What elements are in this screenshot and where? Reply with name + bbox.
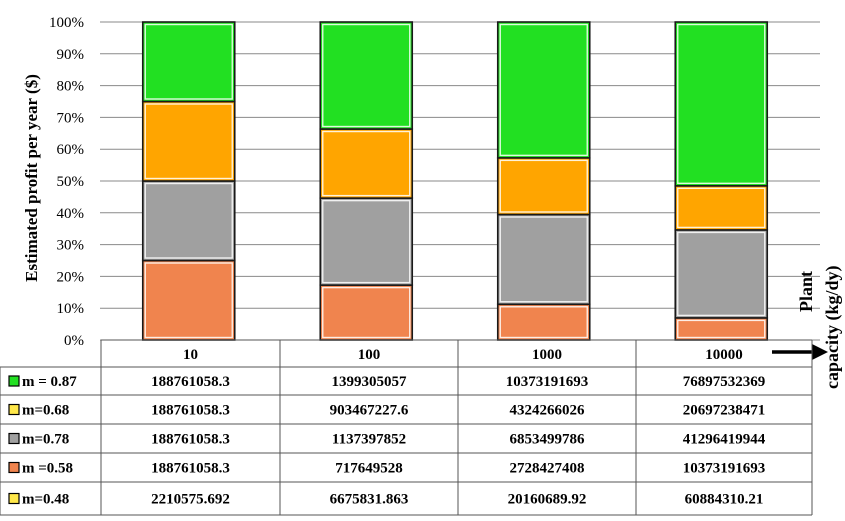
bar-segment (496, 21, 591, 159)
bar-segment-highlight (322, 23, 411, 128)
table-row-label: m=0.68 (22, 403, 69, 419)
bar-segment (319, 21, 414, 130)
table-cell: 903467227.6 (330, 403, 409, 419)
x-axis-label-line: capacity (kg/dy) (822, 265, 843, 389)
bar-segment (496, 213, 591, 306)
bars (141, 21, 769, 341)
y-tick-label: 20% (57, 269, 85, 285)
table-row-label: m = 0.87 (22, 374, 77, 390)
bar-segment (674, 317, 769, 341)
bar-segment-highlight (677, 319, 766, 339)
bar-segment-highlight (677, 187, 766, 229)
table-cell: 10373191693 (683, 461, 766, 477)
bar-segment (319, 197, 414, 286)
legend-key (8, 375, 20, 387)
bar-segment-highlight (322, 199, 411, 284)
y-axis-ticks: 0% 10% 20% 30% 40% 50% 60% 70% 80% 90% 100% (49, 15, 84, 349)
legend-key (8, 461, 20, 474)
legend-key (8, 403, 20, 416)
table-cell: 1137397852 (332, 432, 406, 448)
bar-segment-highlight (499, 23, 588, 157)
bar-segment-highlight (144, 182, 233, 259)
y-tick-label: 50% (57, 174, 85, 190)
table-header-cell: 10000 (705, 347, 743, 363)
table-cell: 1399305057 (332, 374, 408, 390)
legend-key (8, 432, 20, 445)
bar-segment (674, 185, 769, 231)
table-cell: 60884310.21 (685, 492, 764, 508)
bar-segment-highlight (677, 231, 766, 317)
bar-segment (319, 128, 414, 199)
table-header-cell: 100 (358, 347, 381, 363)
table-cell: 188761058.3 (151, 461, 230, 477)
x-axis-label: Plant capacity (kg/dy) (796, 265, 843, 389)
table-cell: 6853499786 (510, 432, 586, 448)
y-tick-label: 0% (64, 333, 84, 349)
bar-segment (141, 259, 236, 341)
bar-segment-highlight (144, 23, 233, 100)
bar-segment-highlight (322, 130, 411, 197)
bar-segment-highlight (144, 103, 233, 180)
bar-segment-highlight (144, 262, 233, 339)
y-tick-label: 40% (57, 206, 85, 222)
data-table: 10 100 1000 10000 m = 0.87 188761058.3 1399305… (0, 339, 813, 516)
bar-segment-highlight (677, 23, 766, 185)
table-cell: 41296419944 (683, 432, 766, 448)
y-tick-label: 100% (49, 15, 84, 31)
bar-segment (496, 157, 591, 216)
bar-segment (141, 21, 236, 103)
table-cell: 6675831.863 (330, 492, 409, 508)
y-tick-label: 60% (57, 142, 85, 158)
bar-segment (496, 303, 591, 341)
arrow-icon (772, 344, 828, 360)
bar-segment-highlight (499, 216, 588, 303)
y-tick-label: 70% (57, 110, 85, 126)
bar-segment (141, 100, 236, 182)
legend-key (8, 492, 20, 505)
y-tick-label: 90% (57, 47, 85, 63)
bar-segment (674, 229, 769, 319)
table-cell: 20697238471 (683, 403, 766, 419)
y-tick-label: 80% (57, 79, 85, 95)
table-cell: 2210575.692 (151, 492, 230, 508)
table-header-cell: 10 (183, 347, 198, 363)
table-row-label: m =0.58 (22, 461, 73, 477)
bar-segment (141, 180, 236, 262)
bar-segment-highlight (322, 286, 411, 339)
table-cell: 76897532369 (683, 374, 766, 390)
bar-segment (319, 284, 414, 341)
table-cell: 188761058.3 (151, 374, 230, 390)
table-cell: 4324266026 (510, 403, 586, 419)
y-tick-label: 30% (57, 238, 85, 254)
bar-segment (674, 21, 769, 187)
y-axis-label: Estimated profit per year ($) (22, 74, 41, 282)
bar-segment-highlight (499, 306, 588, 339)
table-cell: 20160689.92 (508, 492, 587, 508)
table-cell: 10373191693 (506, 374, 589, 390)
table-cell: 188761058.3 (151, 403, 230, 419)
table-header-cell: 1000 (532, 347, 562, 363)
table-cell: 2728427408 (510, 461, 585, 477)
table-cell: 188761058.3 (151, 432, 230, 448)
table-row-label: m=0.78 (22, 432, 69, 448)
y-tick-label: 10% (57, 301, 85, 317)
bar-segment-highlight (499, 159, 588, 213)
table-row-label: m=0.48 (22, 492, 69, 508)
table-cell: 717649528 (335, 461, 403, 477)
x-axis-label-line: Plant (796, 271, 816, 312)
